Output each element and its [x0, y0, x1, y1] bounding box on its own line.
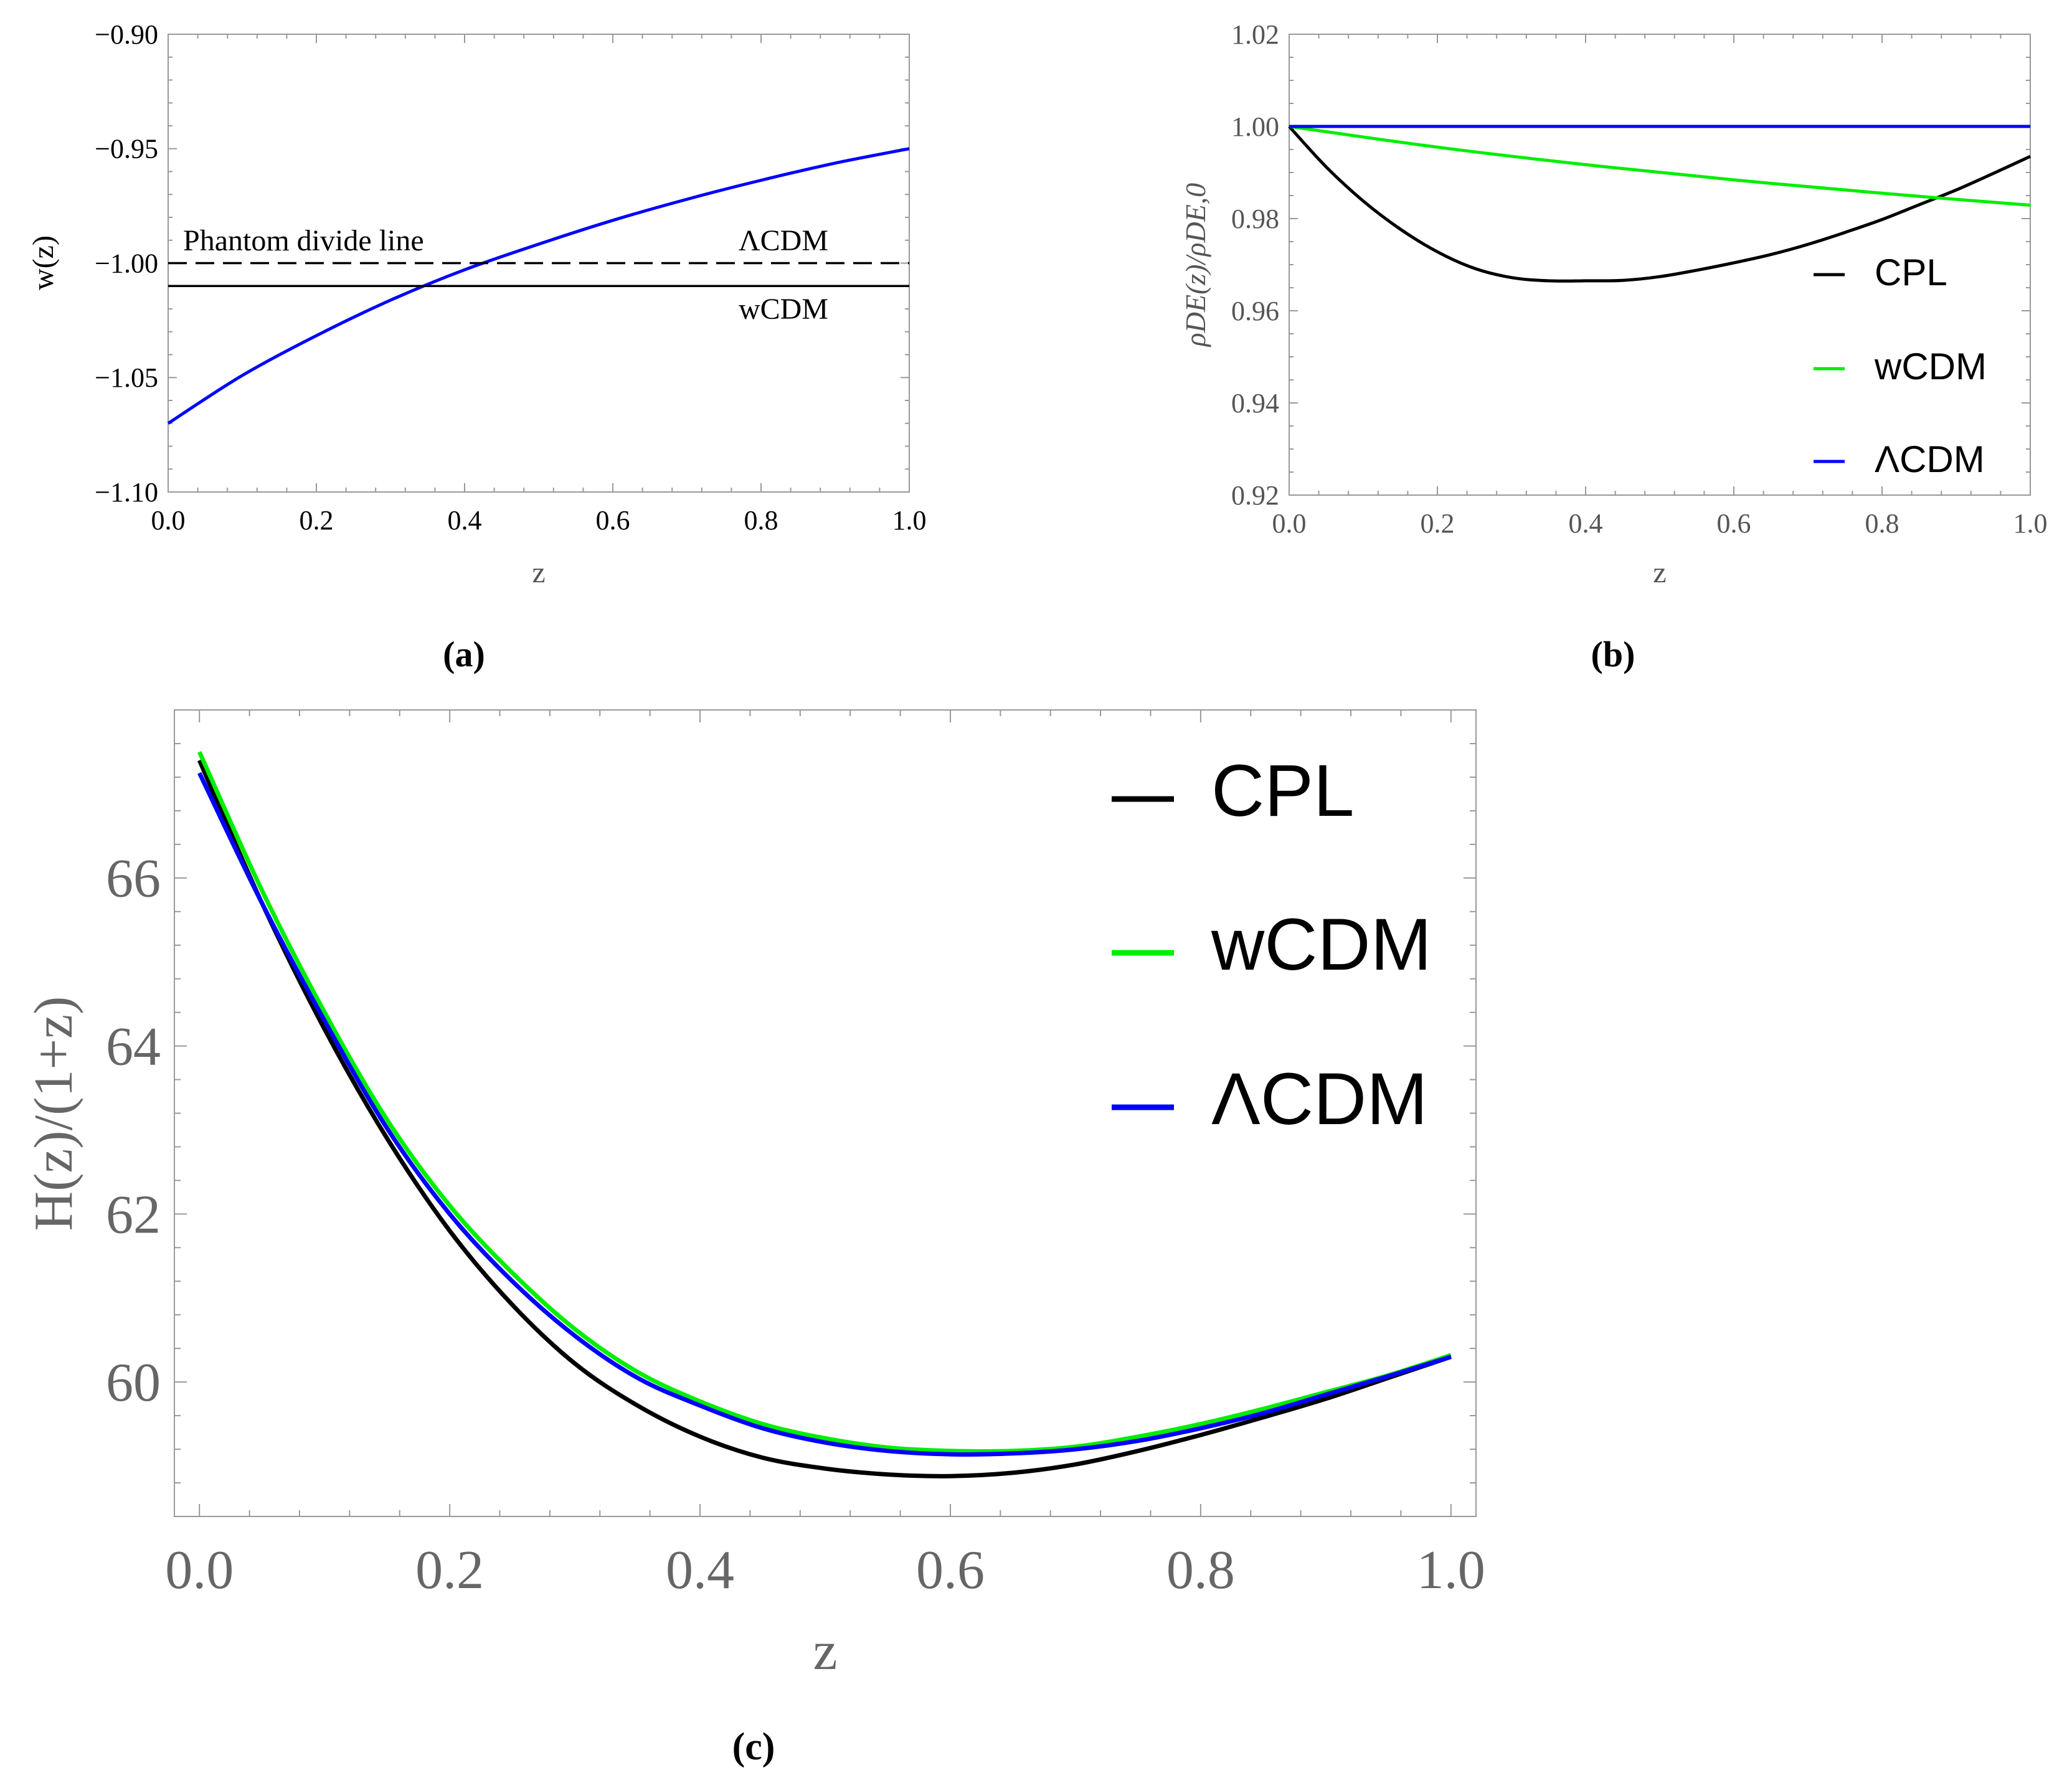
panel-c-legend-label-lcdm: ΛCDM — [1211, 1058, 1428, 1140]
panel-b-series-wcdm — [1289, 125, 2031, 207]
panel-a-y-tick-label: −0.95 — [95, 134, 158, 164]
panel-b-series-cpl — [1288, 125, 2032, 283]
panel-b-legend-label-lcdm: ΛCDM — [1875, 438, 1985, 480]
panel-c-x-tick-label: 0.0 — [165, 1540, 234, 1601]
panel-b-x-tick-label: 0.6 — [1717, 508, 1751, 539]
panel-a-x-tick-label: 0.6 — [596, 505, 630, 536]
panel-a-ylabel: w(z) — [27, 235, 60, 290]
panel-a-annotation-lcdm: ΛCDM — [739, 224, 828, 257]
panel-a-x-tick-label: 0.0 — [151, 505, 186, 536]
panel-c-series-wcdm — [197, 750, 1452, 1454]
panel-a-series — [167, 147, 910, 425]
panel-b-y-tick-label: 0.96 — [1231, 296, 1279, 326]
panel-c-x-tick-label: 0.8 — [1166, 1540, 1235, 1601]
panel-b-y-tick-label: 0.98 — [1231, 204, 1279, 234]
panel-a-x-ticks: 0.0 0.2 0.4 0.6 0.8 1.0 — [151, 34, 927, 536]
panel-c-xlabel: z — [813, 1621, 837, 1681]
panel-c-x-tick-label: 0.2 — [415, 1540, 484, 1601]
panel-a-x-tick-label: 1.0 — [892, 505, 927, 536]
panel-b-x-tick-label: 0.4 — [1569, 508, 1603, 539]
panel-c-x-tick-label: 0.6 — [916, 1540, 985, 1601]
panel-b-y-tick-label: 1.02 — [1231, 19, 1279, 50]
panel-c-label: (c) — [732, 1726, 775, 1768]
panel-a-y-tick-label: −1.00 — [95, 248, 158, 278]
panel-c-y-tick-label: 66 — [106, 849, 161, 909]
panel-b-legend-label-cpl: CPL — [1875, 252, 1947, 293]
panel-a-annotation-phantom: Phantom divide line — [183, 224, 424, 257]
panel-a-annotation-wcdm: wCDM — [739, 293, 828, 326]
panel-b-legend-label-wcdm: wCDM — [1874, 346, 1987, 387]
panel-a-y-ticks: −1.10 −1.05 −1.00 −0.95 −0.90 — [95, 19, 909, 508]
panel-b-xlabel: z — [1653, 556, 1666, 589]
panel-a-label: (a) — [443, 634, 485, 674]
panel-a: 0.0 0.2 0.4 0.6 0.8 1.0 −1.10−1.05−1.00−0.95−… — [27, 19, 927, 674]
panel-c-x-tick-label: 1.0 — [1417, 1540, 1485, 1601]
panel-a-y-tick-label: −1.05 — [95, 362, 158, 393]
panel-c-legend: CPL wCDM ΛCDM — [1112, 750, 1432, 1140]
panel-b-x-tick-label: 0.8 — [1865, 508, 1899, 539]
panel-a-x-tick-label: 0.8 — [744, 505, 778, 536]
panel-a-y-tick-label: −1.10 — [95, 477, 158, 508]
panel-c-y-tick-label: 60 — [106, 1353, 161, 1413]
panel-b: 0.0 0.2 0.4 0.6 0.8 1.0 0.92 0.94 0.96 0.98 1.00 1… — [1180, 19, 2048, 674]
panel-a-x-tick-label: 0.4 — [448, 505, 482, 536]
panel-a-x-tick-label: 0.2 — [300, 505, 334, 536]
panel-b-x-tick-label: 0.2 — [1421, 508, 1455, 539]
panel-b-y-tick-label: 1.00 — [1231, 111, 1279, 142]
panel-b-y-tick-label: 0.94 — [1231, 388, 1279, 419]
panel-c-series-lcdm — [197, 772, 1452, 1457]
panel-c-ylabel: H(z)/(1+z) — [24, 996, 84, 1231]
panel-a-series-cpl — [167, 147, 910, 425]
panel-c-x-ticks: 0.0 0.2 0.4 0.6 0.8 1.0 — [165, 710, 1485, 1601]
panel-c-y-tick-label: 64 — [106, 1017, 161, 1077]
panel-b-label: (b) — [1591, 634, 1635, 674]
panel-b-y-tick-label: 0.92 — [1231, 480, 1279, 511]
panel-c-legend-label-cpl: CPL — [1211, 750, 1355, 832]
panel-b-x-tick-label: 1.0 — [2013, 508, 2048, 539]
panel-a-y-tick-label: −0.90 — [95, 19, 158, 50]
panel-b-series — [1288, 125, 2032, 283]
panel-b-y-ticks: 0.92 0.94 0.96 0.98 1.00 1.02 — [1231, 19, 2030, 511]
panel-b-x-tick-label: 0.0 — [1272, 508, 1307, 539]
panel-a-xlabel: z — [532, 556, 545, 589]
panel-b-x-ticks: 0.0 0.2 0.4 0.6 0.8 1.0 — [1272, 34, 2048, 539]
panel-c: 0.0 0.2 0.4 0.6 0.8 1.0 60 62 64 66 CPL wCDM ΛCD… — [24, 709, 1485, 1768]
panel-c-y-ticks: 60 62 64 66 — [106, 742, 1476, 1484]
panel-b-ylabel: ρDE(z)/ρDE,0 — [1180, 183, 1211, 348]
panel-c-x-tick-label: 0.4 — [666, 1540, 734, 1601]
panel-c-series-cpl — [197, 759, 1452, 1478]
panel-c-legend-label-wcdm: wCDM — [1211, 904, 1432, 986]
panel-b-legend: CPL wCDM ΛCDM — [1814, 252, 1987, 480]
panel-c-y-tick-label: 62 — [106, 1185, 161, 1245]
panel-c-series — [197, 750, 1452, 1478]
